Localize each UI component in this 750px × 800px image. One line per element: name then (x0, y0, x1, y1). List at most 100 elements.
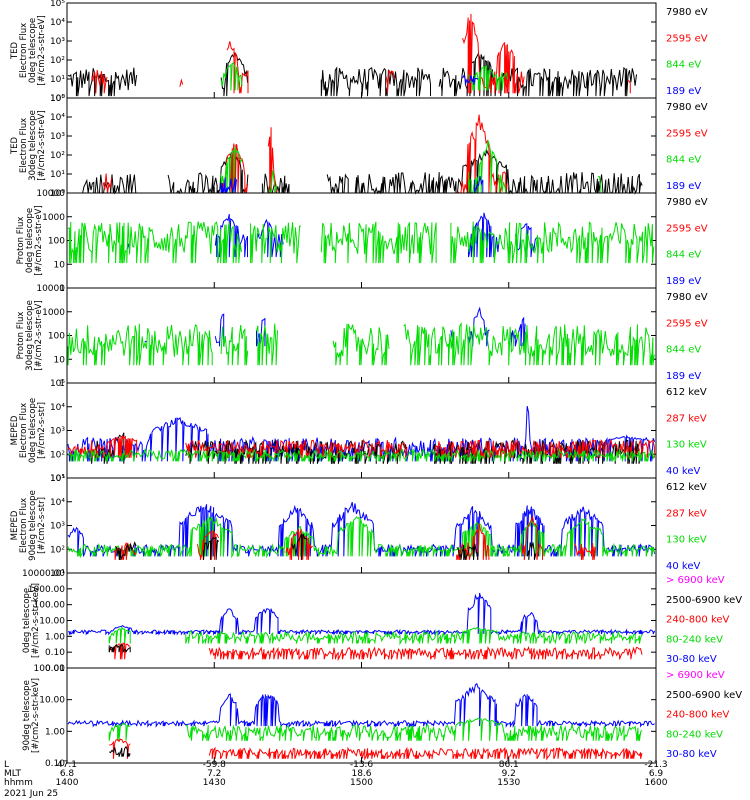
y-tick-label: 0.10 (45, 759, 65, 769)
y-axis-label-line: [#/cm2-s-str-eV] (37, 15, 47, 85)
panel-frame (66, 667, 657, 764)
y-axis-label-line: 90deg telescope (28, 490, 38, 561)
y-tick-label: 10⁵ (50, 94, 65, 104)
legend-entry: 189 eV (666, 181, 701, 192)
y-axis-label-line: Proton Flux (16, 217, 26, 265)
y-axis-label-line: 90deg telescope (22, 680, 32, 751)
y-tick-label: 10² (50, 450, 65, 460)
y-axis-label-line: [#/cm2-s-str-keV] (31, 678, 41, 753)
legend-entry: 40 keV (666, 466, 700, 477)
panel-frame (66, 97, 657, 194)
series-line (108, 642, 643, 662)
y-axis-label: 90deg telescope [#/cm2-s-str-keV] (22, 678, 41, 753)
y-tick-label: 10¹ (50, 170, 65, 180)
legend-entry: 287 keV (666, 508, 707, 519)
legend-entry: 80-240 keV (666, 634, 723, 645)
legend-entry: 189 eV (666, 86, 701, 97)
y-axis-label-line: [#/cm2-s-str] (37, 497, 47, 554)
legend-entry: 2595 eV (666, 223, 708, 234)
y-tick-label: 10³ (50, 427, 65, 437)
y-tick-label: 10¹ (50, 75, 65, 85)
series-line (220, 139, 602, 195)
series-line (126, 212, 538, 258)
y-axis-label-line: 0deg telescope (28, 18, 38, 83)
y-axis-label-line: [#/cm2-s-str] (37, 402, 47, 459)
x-tick-label: -21.3 (644, 760, 667, 770)
legend-entry: 30-80 keV (666, 654, 717, 665)
legend-entry: 40 keV (666, 561, 700, 572)
y-tick-label: 100 (48, 332, 65, 342)
legend-entry: 130 keV (666, 535, 707, 546)
y-tick-label: 0.01 (45, 664, 65, 674)
y-axis-label-line: TED (10, 136, 20, 155)
y-axis-label-line: Electron Flux (19, 118, 29, 173)
panel-proton-0deg-kev: 0.01 0.10 1.00 10.00 100.00 1000.00 10000.00 0d… (22, 569, 742, 674)
y-tick-label: 10000.00 (22, 569, 65, 579)
series-line (220, 62, 509, 91)
x-tick-label: 1500 (350, 778, 373, 788)
series-line (108, 626, 643, 646)
legend-entry: 240-800 keV (666, 710, 730, 721)
legend-entry: 287 keV (666, 413, 707, 424)
y-tick-label: 10⁴ (50, 18, 65, 28)
x-tick-label: 1600 (645, 778, 668, 788)
y-tick-label: 1 (59, 284, 65, 294)
legend-entry: 2500-6900 keV (666, 595, 742, 606)
y-axis-label: 0deg telescope [#/cm2-s-str-keV] (22, 583, 41, 658)
x-tick-label: 18.6 (351, 769, 371, 779)
legend-entry: > 6900 keV (666, 575, 725, 586)
axis-row-label: MLT (4, 769, 22, 779)
y-tick-label: 10 (54, 260, 66, 270)
series-line (67, 515, 656, 559)
y-axis-label: TED Electron Flux 30deg telescope [#/cm2-s-… (10, 110, 47, 181)
series-line (67, 51, 637, 97)
y-axis-label-line: [#/cm2-s-str-eV] (34, 300, 44, 370)
y-axis-label: Proton Flux 30deg telescope [#/cm2-s-str-e… (16, 300, 44, 371)
y-axis-label: MEPED Electron Flux 0deg telescope [#/cm2-s… (10, 398, 47, 463)
y-axis-label-line: Proton Flux (16, 312, 26, 360)
y-axis-label-line: [#/cm2-s-str-eV] (34, 205, 44, 275)
y-axis-label: Proton Flux 0deg telescope [#/cm2-s-str-eV… (16, 205, 44, 275)
legend-entry: 189 eV (666, 276, 701, 287)
y-tick-label: 1.00 (45, 632, 65, 642)
y-tick-label: 10⁵ (50, 379, 65, 389)
date-label: 2021 Jun 25 (4, 789, 58, 799)
x-tick-label: 1400 (56, 778, 79, 788)
series-line (109, 738, 643, 761)
x-tick-label: 86.1 (499, 760, 519, 770)
x-tick-label: 1530 (497, 778, 520, 788)
y-axis-label-line: Electron Flux (19, 23, 29, 78)
y-tick-label: 10² (50, 56, 65, 66)
series-line (114, 515, 596, 561)
y-tick-label: 10³ (50, 132, 65, 142)
legend-entry: 7980 eV (666, 7, 708, 18)
panel-proton-30deg: 1 10 100 1000 10000 Proton Flux 30deg telescop… (16, 284, 708, 389)
y-tick-label: 10² (50, 151, 65, 161)
x-tick-label: 6.9 (649, 769, 664, 779)
y-tick-label: 10⁴ (50, 498, 65, 508)
legend-entry: 7980 eV (666, 197, 708, 208)
x-tick-label: 9.2 (502, 769, 516, 779)
series-line (67, 447, 656, 462)
x-tick-label: 6.8 (60, 769, 75, 779)
series-line (108, 643, 131, 653)
y-axis-label-line: 0deg telescope (22, 588, 32, 653)
series-line (114, 533, 537, 561)
y-axis-label-line: 0deg telescope (25, 208, 35, 273)
legend-entry: 2595 eV (666, 128, 708, 139)
x-tick-label: 47.1 (57, 760, 77, 770)
y-axis-label-line: Electron Flux (19, 403, 29, 458)
y-tick-label: 100 (48, 237, 65, 247)
legend-entry: 612 keV (666, 387, 707, 398)
series-line (67, 682, 655, 729)
y-axis-label: MEPED Electron Flux 90deg telescope [#/cm2-… (10, 490, 47, 561)
y-axis-label-line: MEPED (10, 415, 20, 445)
y-tick-label: 10¹ (50, 569, 65, 579)
y-tick-label: 100.00 (34, 601, 66, 611)
legend-entry: 2595 eV (666, 33, 708, 44)
